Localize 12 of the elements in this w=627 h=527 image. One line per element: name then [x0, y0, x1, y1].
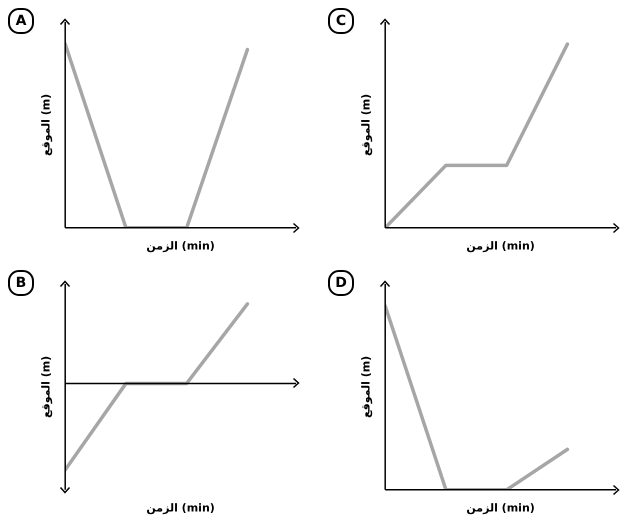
y-axis-title: الموقع (m): [39, 356, 52, 418]
chart-title: D: [328, 270, 354, 296]
chart-title: C: [328, 8, 354, 34]
chart-title: B: [8, 270, 34, 296]
y-axis-title: الموقع (m): [359, 94, 372, 156]
x-axis-title: الزمن (min): [146, 239, 215, 252]
y-axis-title: الموقع (m): [359, 356, 372, 418]
y-axis-title: الموقع (m): [39, 94, 52, 156]
x-axis-title: الزمن (min): [466, 239, 535, 252]
x-axis-title: الزمن (min): [466, 501, 535, 514]
chart-title: A: [8, 8, 34, 34]
x-axis-title: الزمن (min): [146, 501, 215, 514]
